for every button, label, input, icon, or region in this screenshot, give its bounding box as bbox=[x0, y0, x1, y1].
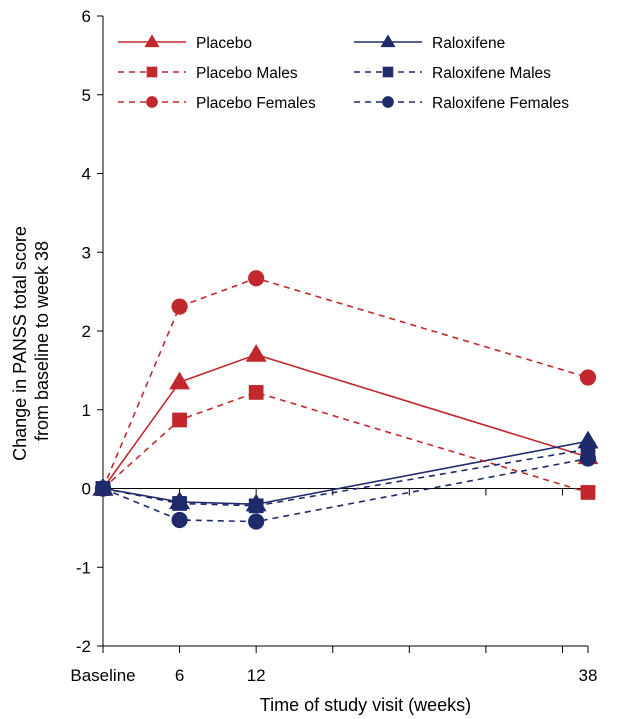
legend-label: Placebo bbox=[196, 35, 252, 52]
legend-marker bbox=[144, 34, 160, 48]
legend-label: Placebo Females bbox=[196, 95, 316, 112]
legend-marker bbox=[146, 96, 158, 108]
data-point bbox=[248, 513, 265, 530]
legend-marker bbox=[382, 66, 394, 78]
data-point bbox=[171, 511, 188, 529]
legend-marker bbox=[382, 96, 394, 108]
y-tick-label: 3 bbox=[82, 243, 91, 262]
series-line bbox=[102, 277, 589, 489]
y-tick-label: -2 bbox=[76, 637, 91, 656]
data-point bbox=[94, 480, 112, 497]
series-layer bbox=[92, 270, 599, 530]
series-placebo-males bbox=[95, 385, 596, 500]
series-line bbox=[102, 448, 589, 507]
legend-marker bbox=[380, 34, 396, 48]
y-tick-label: 0 bbox=[82, 480, 91, 499]
legend-label: Raloxifene Females bbox=[432, 95, 569, 112]
data-point bbox=[171, 298, 188, 315]
data-point bbox=[169, 371, 191, 390]
data-point bbox=[579, 369, 597, 386]
y-axis-title: Change in PANSS total score from baselin… bbox=[10, 221, 52, 461]
legend-item: Placebo Females bbox=[118, 95, 316, 112]
legend-item: Raloxifene Females bbox=[354, 95, 569, 112]
data-point bbox=[248, 385, 264, 400]
y-tick-label: 2 bbox=[82, 322, 91, 341]
legend-marker bbox=[146, 66, 158, 78]
legend-item: Placebo bbox=[118, 34, 252, 52]
legend-label: Raloxifene Males bbox=[432, 65, 551, 82]
y-axis-title-line-2: from baseline to week 38 bbox=[32, 241, 52, 441]
y-tick-label: -1 bbox=[76, 558, 91, 577]
x-tick-label: 12 bbox=[247, 666, 266, 685]
data-point bbox=[248, 498, 264, 514]
data-point bbox=[245, 344, 267, 362]
legend-item: Placebo Males bbox=[118, 65, 298, 82]
legend-label: Placebo Males bbox=[196, 65, 298, 82]
legend-item: Raloxifene bbox=[354, 34, 505, 52]
x-tick-label: 6 bbox=[175, 666, 184, 685]
series-raloxifene-males bbox=[95, 441, 596, 514]
x-axis-title: Time of study visit (weeks) bbox=[260, 695, 471, 715]
series-raloxifene-females bbox=[94, 450, 597, 530]
y-axis-title-line-1: Change in PANSS total score bbox=[10, 226, 30, 461]
y-tick-label: 1 bbox=[82, 401, 91, 420]
x-axis-ticks: Baseline 6 12 38 bbox=[70, 488, 598, 685]
x-tick-label: 38 bbox=[579, 666, 598, 685]
x-tick-label: Baseline bbox=[70, 666, 135, 685]
legend: Placebo Raloxifene Placebo Males Raloxifene… bbox=[118, 34, 569, 112]
y-tick-label: 5 bbox=[82, 86, 91, 105]
y-axis-ticks: -2 -1 0 1 2 3 4 5 6 bbox=[76, 7, 103, 656]
y-tick-label: 6 bbox=[82, 7, 91, 26]
data-point bbox=[579, 450, 597, 467]
data-point bbox=[248, 270, 265, 287]
series-line bbox=[102, 391, 589, 494]
legend-item: Raloxifene Males bbox=[354, 65, 551, 82]
data-point bbox=[172, 496, 187, 511]
data-point bbox=[580, 485, 596, 500]
legend-label: Raloxifene bbox=[432, 35, 505, 52]
series-placebo-females bbox=[94, 270, 597, 497]
y-tick-label: 4 bbox=[82, 165, 91, 184]
data-point bbox=[172, 412, 187, 428]
series-line bbox=[102, 353, 589, 489]
series-line bbox=[102, 457, 589, 523]
